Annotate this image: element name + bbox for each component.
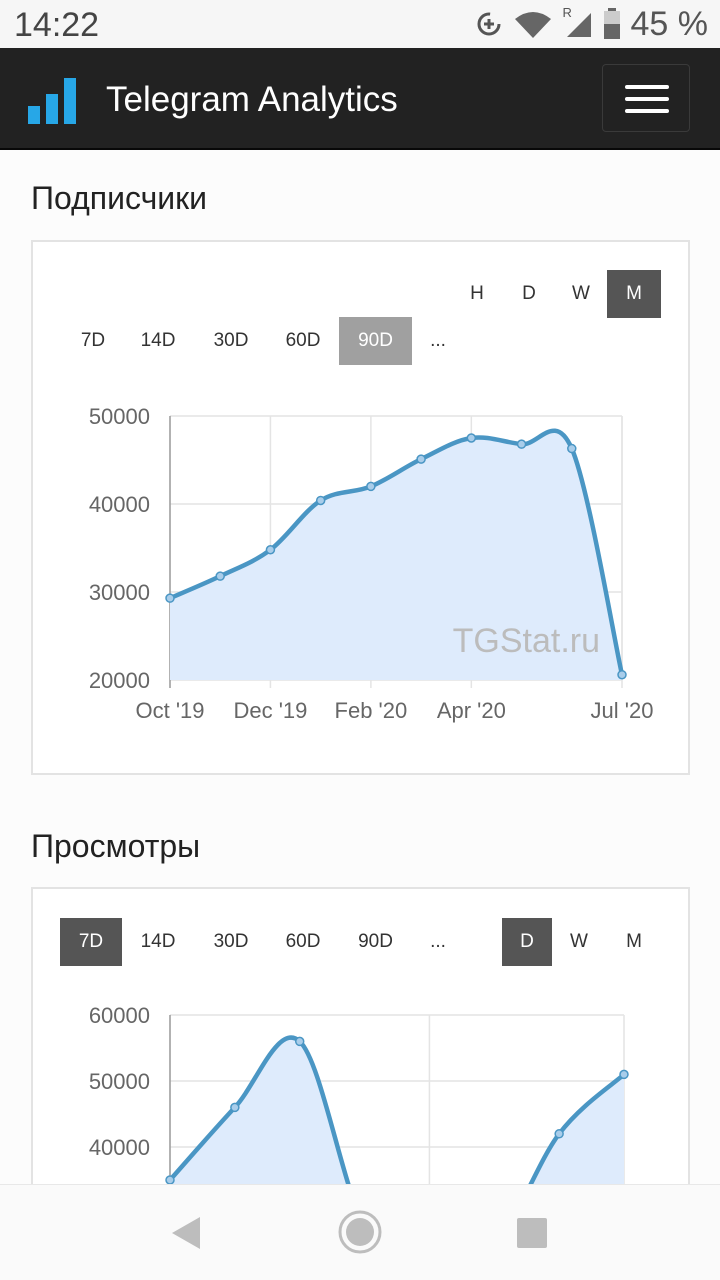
y-tick-label: 50000 bbox=[89, 404, 150, 429]
toggle-7d[interactable]: 7D bbox=[60, 918, 122, 966]
x-tick-label: Apr '20 bbox=[437, 698, 506, 723]
series-area bbox=[170, 430, 622, 680]
menu-button[interactable] bbox=[602, 64, 690, 132]
back-icon[interactable] bbox=[168, 1215, 204, 1251]
x-tick-label: Jul '20 bbox=[591, 698, 654, 723]
data-point bbox=[466, 433, 477, 443]
y-tick-label: 50000 bbox=[89, 1069, 150, 1094]
x-tick-label: Feb '20 bbox=[335, 698, 408, 723]
toggle-7d[interactable]: 7D bbox=[80, 330, 106, 351]
views-title: Просмотры bbox=[31, 828, 201, 864]
data-point bbox=[516, 439, 527, 449]
toggle-more[interactable]: ... bbox=[430, 330, 446, 351]
y-tick-label: 20000 bbox=[89, 668, 150, 693]
signal-icon: R bbox=[563, 5, 593, 39]
toggle-m[interactable]: M bbox=[626, 931, 642, 952]
toggle-60d[interactable]: 60D bbox=[285, 330, 321, 351]
battery-icon bbox=[603, 8, 620, 39]
home-icon[interactable] bbox=[337, 1209, 383, 1255]
y-tick-label: 60000 bbox=[89, 1003, 150, 1028]
toggle-more[interactable]: ... bbox=[430, 931, 446, 952]
data-point bbox=[265, 545, 276, 555]
watermark: TGStat.ru bbox=[453, 622, 600, 660]
wifi-icon bbox=[514, 12, 551, 38]
series-line bbox=[168, 1035, 626, 1195]
y-tick-label: 40000 bbox=[89, 492, 150, 517]
toggle-d[interactable]: D bbox=[522, 283, 536, 304]
data-point bbox=[366, 481, 376, 492]
data-point bbox=[215, 571, 225, 581]
toggle-h[interactable]: H bbox=[470, 283, 484, 304]
data-saver-icon bbox=[477, 12, 500, 36]
toggle-90d[interactable]: 90D bbox=[339, 317, 412, 365]
data-point bbox=[567, 443, 577, 454]
data-point bbox=[554, 1129, 564, 1139]
toggle-m[interactable]: M bbox=[607, 270, 661, 318]
recents-icon[interactable] bbox=[516, 1217, 548, 1249]
x-tick-label: Dec '19 bbox=[233, 698, 307, 723]
status-bar: 14:22 R 45 % bbox=[0, 0, 720, 48]
data-point bbox=[619, 1069, 629, 1080]
x-tick-label: Oct '19 bbox=[135, 698, 204, 723]
toggle-14d[interactable]: 14D bbox=[140, 931, 176, 952]
system-navigation-bar bbox=[0, 1184, 720, 1280]
bar-chart-icon bbox=[28, 78, 76, 124]
views-chart: 60000 50000 40000 bbox=[89, 1003, 629, 1195]
data-point bbox=[617, 669, 627, 680]
series-area bbox=[170, 1037, 624, 1195]
data-point bbox=[230, 1102, 240, 1113]
network-type-label: R bbox=[562, 5, 572, 20]
data-point bbox=[315, 495, 326, 506]
battery-percentage: 45 % bbox=[630, 4, 709, 43]
data-point bbox=[165, 593, 175, 603]
toggle-w[interactable]: W bbox=[572, 283, 590, 304]
toggle-90d[interactable]: 90D bbox=[358, 931, 393, 952]
toggle-14d[interactable]: 14D bbox=[140, 330, 176, 351]
toggle-60d[interactable]: 60D bbox=[285, 931, 321, 952]
toggle-d[interactable]: D bbox=[502, 918, 552, 966]
data-point bbox=[416, 454, 426, 464]
y-tick-label: 40000 bbox=[89, 1135, 150, 1160]
data-point bbox=[294, 1036, 305, 1047]
hamburger-menu-icon bbox=[625, 85, 669, 89]
y-tick-label: 30000 bbox=[89, 580, 150, 605]
status-icons: R 45 % bbox=[475, 4, 709, 44]
status-time: 14:22 bbox=[14, 6, 100, 44]
data-point bbox=[165, 1175, 175, 1185]
subscribers-chart: 50000 40000 30000 20000 Oct '19 Dec '19 Feb '2… bbox=[89, 404, 654, 723]
app-title[interactable]: Telegram Analytics bbox=[106, 80, 398, 119]
toggle-30d[interactable]: 30D bbox=[213, 931, 249, 952]
toggle-30d[interactable]: 30D bbox=[213, 330, 249, 351]
app-header: Telegram Analytics bbox=[0, 48, 720, 150]
toggle-w[interactable]: W bbox=[570, 931, 588, 952]
subscribers-title: Подписчики bbox=[31, 180, 208, 216]
